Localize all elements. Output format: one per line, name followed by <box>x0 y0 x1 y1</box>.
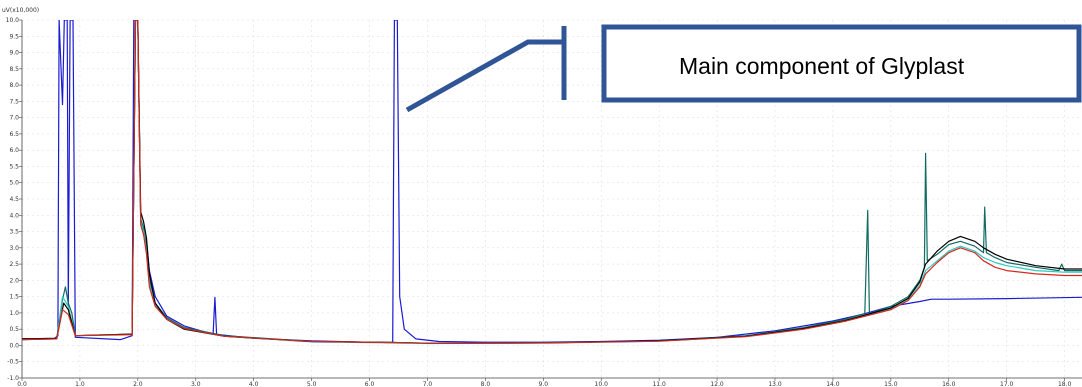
x-tick-label: 9.0 <box>539 381 549 387</box>
x-tick-label: 3.0 <box>191 381 201 387</box>
x-tick-label: 1.0 <box>75 381 85 387</box>
y-tick-label: 3.5 <box>9 229 19 236</box>
y-tick-label: 1.0 <box>9 310 19 317</box>
y-tick-label: 2.5 <box>9 261 19 268</box>
y-tick-label: 0.0 <box>9 342 19 349</box>
x-tick-label: 16.0 <box>942 381 956 387</box>
x-tick-label: 18.0 <box>1058 381 1072 387</box>
y-tick-label: 8.0 <box>9 82 19 89</box>
x-tick-label: 13.0 <box>768 381 782 387</box>
x-tick-label: 7.0 <box>423 381 433 387</box>
y-tick-label: 2.0 <box>9 277 19 284</box>
x-tick-label: 4.0 <box>249 381 259 387</box>
x-tick-label: 2.0 <box>133 381 143 387</box>
series-layer <box>22 20 1082 345</box>
y-tick-label: 9.5 <box>9 33 19 40</box>
y-tick-label: 0.5 <box>9 326 19 333</box>
x-tick-label: 14.0 <box>826 381 840 387</box>
x-tick-label: 5.0 <box>307 381 317 387</box>
axis-layer: -1.0 -0.5 0.0 0.5 1.0 1.5 2.0 2.5 3.0 3.5 4.0 4.5 5.… <box>6 17 1082 387</box>
annotation-box <box>601 24 1082 103</box>
y-tick-label: 5.5 <box>9 163 19 170</box>
x-tick-label: 17.0 <box>1000 381 1014 387</box>
x-tick-label: 11.0 <box>652 381 666 387</box>
y-tick-label: -0.5 <box>7 359 19 366</box>
y-tick-label: 6.5 <box>9 131 19 138</box>
y-tick-label: 4.5 <box>9 196 19 203</box>
y-tick-label: 8.5 <box>9 66 19 73</box>
annotation-text: Main component of Glyplast <box>679 53 965 79</box>
x-tick-label: 8.0 <box>481 381 491 387</box>
x-tick-label: 12.0 <box>710 381 724 387</box>
x-tick-label: 10.0 <box>595 381 609 387</box>
y-tick-label: 7.0 <box>9 115 19 122</box>
y-tick-label: 6.0 <box>9 147 19 154</box>
series-line-teal <box>22 20 1082 344</box>
y-tick-label: 10.0 <box>6 17 20 24</box>
y-tick-label: -1.0 <box>7 375 19 382</box>
y-tick-label: 5.0 <box>9 180 19 187</box>
x-tick-label: 6.0 <box>365 381 375 387</box>
annotation-callout: Main component of Glyplast <box>405 24 1082 113</box>
series-line-red <box>22 20 1082 344</box>
x-tick-label: 0.0 <box>17 381 27 387</box>
y-tick-label: 1.5 <box>9 294 19 301</box>
grid-layer <box>21 19 1082 379</box>
y-tick-label: 4.0 <box>9 212 19 219</box>
y-tick-label: 9.0 <box>9 50 19 57</box>
y-tick-label: 7.5 <box>9 98 19 105</box>
annotation-leader-line <box>405 26 567 113</box>
x-tick-label: 15.0 <box>884 381 898 387</box>
y-unit-label: uV(x10,000) <box>2 7 39 14</box>
y-tick-label: 3.0 <box>9 245 19 252</box>
